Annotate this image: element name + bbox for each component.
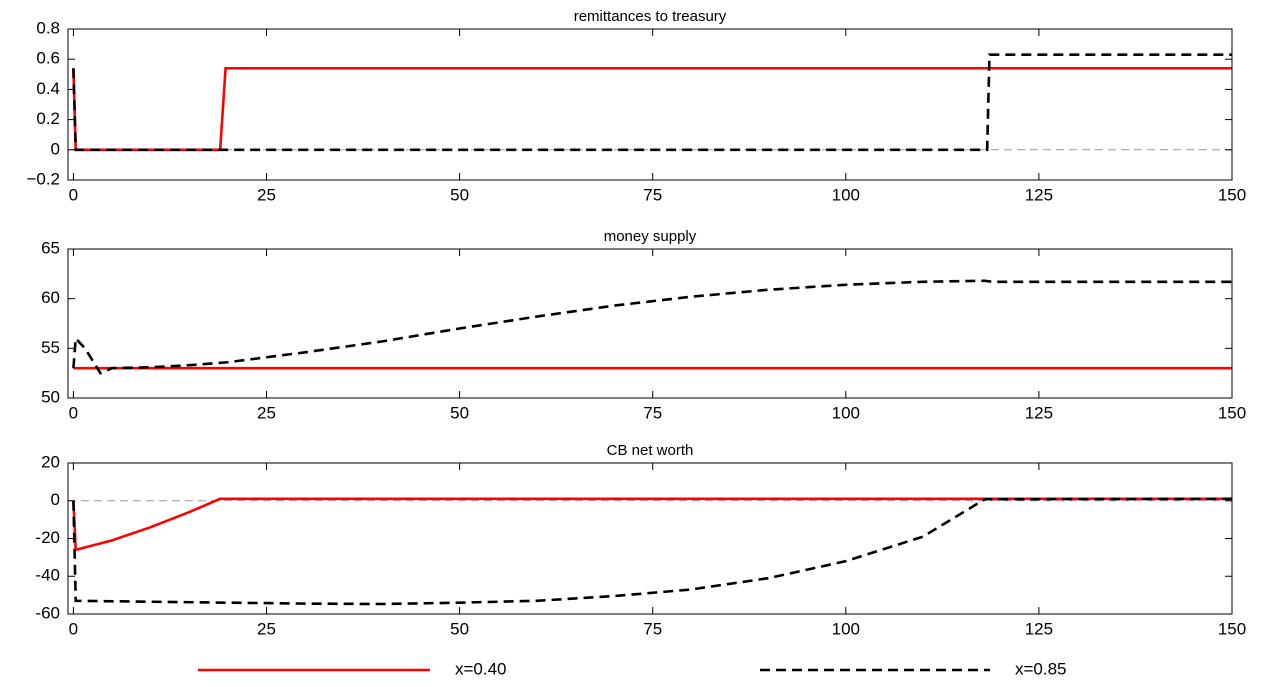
- chart-title: money supply: [604, 228, 697, 245]
- y-tick-label: 0.6: [36, 49, 60, 68]
- x-tick-label: 75: [643, 185, 662, 204]
- x-tick-label: 0: [69, 403, 78, 422]
- x-tick-label: 50: [450, 619, 469, 638]
- y-tick-label: 60: [41, 288, 60, 307]
- y-tick-label: -60: [35, 603, 60, 622]
- data-line: [72, 497, 1232, 552]
- x-tick-label: 100: [832, 403, 860, 422]
- x-tick-label: 25: [257, 403, 276, 422]
- x-tick-label: 125: [1025, 619, 1053, 638]
- y-tick-label: 65: [41, 238, 60, 257]
- data-line: [72, 279, 1232, 375]
- plot-frame: [67, 462, 1233, 615]
- y-tick-label: 0.8: [36, 18, 60, 37]
- x-tick-label: 75: [643, 403, 662, 422]
- x-tick-label: 50: [450, 403, 469, 422]
- legend-label: x=0.85: [1015, 659, 1067, 678]
- y-tick-label: 50: [41, 387, 60, 406]
- x-tick-label: 125: [1025, 185, 1053, 204]
- x-tick-label: 100: [832, 619, 860, 638]
- data-line: [72, 66, 1232, 152]
- x-tick-label: 75: [643, 619, 662, 638]
- x-tick-label: 150: [1218, 403, 1246, 422]
- x-tick-label: 150: [1218, 185, 1246, 204]
- y-tick-label: 0: [51, 139, 60, 158]
- y-tick-label: 0.4: [36, 79, 60, 98]
- y-tick-label: 20: [41, 452, 60, 471]
- plot-frame: [67, 248, 1233, 399]
- y-tick-label: 0.2: [36, 109, 60, 128]
- plot-frame: [67, 28, 1233, 181]
- x-tick-label: 25: [257, 619, 276, 638]
- x-tick-label: 125: [1025, 403, 1053, 422]
- y-tick-label: 0: [51, 490, 60, 509]
- x-tick-label: 150: [1218, 619, 1246, 638]
- data-line: [72, 53, 1232, 152]
- chart-title: remittances to treasury: [574, 8, 727, 25]
- x-tick-label: 100: [832, 185, 860, 204]
- x-tick-label: 25: [257, 185, 276, 204]
- y-tick-label: −0.2: [26, 169, 60, 188]
- x-tick-label: 0: [69, 619, 78, 638]
- y-tick-label: -40: [35, 566, 60, 585]
- legend-label: x=0.40: [455, 659, 507, 678]
- data-line: [72, 497, 1233, 606]
- chart-title: CB net worth: [607, 442, 694, 459]
- y-tick-label: 55: [41, 338, 60, 357]
- x-tick-label: 0: [69, 185, 78, 204]
- y-tick-label: -20: [35, 528, 60, 547]
- x-tick-label: 50: [450, 185, 469, 204]
